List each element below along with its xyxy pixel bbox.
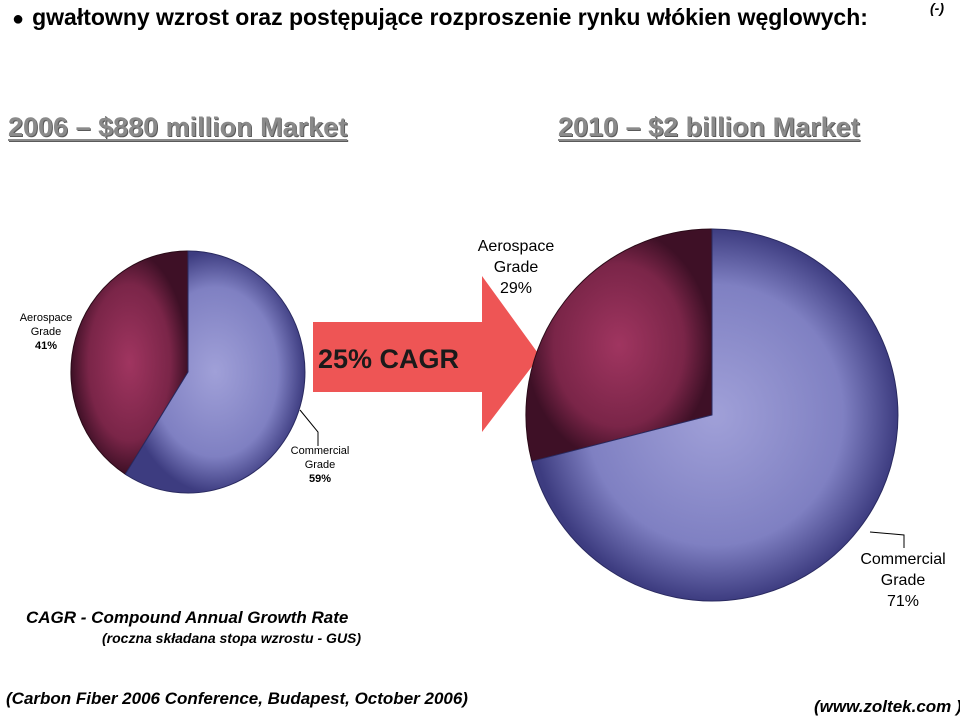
pie-2006 bbox=[70, 250, 319, 494]
label-line: Aerospace bbox=[19, 312, 73, 324]
source-citation: (Carbon Fiber 2006 Conference, Budapest,… bbox=[6, 689, 468, 708]
bullet-icon: ● bbox=[12, 8, 25, 30]
cagr-polish-note: (roczna składana stopa wzrostu - GUS) bbox=[102, 630, 362, 646]
label-line: Grade bbox=[880, 572, 926, 589]
label-pct: 29% bbox=[499, 280, 533, 297]
source-website: (www.zoltek.com ) bbox=[814, 697, 960, 716]
label-2010-commercial: Commercial Grade 71% bbox=[850, 549, 956, 612]
label-line: Grade bbox=[493, 259, 539, 276]
leader-line-2006-commercial bbox=[299, 409, 319, 446]
chart-2006-title: 2006 – $880 million Market bbox=[8, 112, 348, 142]
slice-2006-commercial bbox=[124, 250, 306, 494]
pie-2010 bbox=[525, 228, 905, 602]
label-line: Grade bbox=[304, 459, 336, 471]
label-pct: 41% bbox=[34, 340, 58, 352]
cagr-arrow: 25% CAGR bbox=[313, 276, 540, 432]
reference-mark: (-) bbox=[930, 0, 944, 16]
heading-text: gwałtowny wzrost oraz postępujące rozpro… bbox=[32, 4, 868, 30]
slice-2010-commercial bbox=[531, 228, 899, 602]
label-line: Aerospace bbox=[477, 238, 555, 255]
label-line: Commercial bbox=[290, 445, 350, 457]
label-2010-aerospace: Aerospace Grade 29% bbox=[466, 236, 566, 299]
cagr-arrow-label: 25% CAGR bbox=[318, 344, 459, 374]
label-line: Commercial bbox=[860, 551, 946, 568]
slice-2010-aerospace bbox=[525, 228, 713, 462]
bullet-heading: ● gwałtowny wzrost oraz postępujące rozpr… bbox=[12, 4, 868, 31]
chart-2010-title: 2010 – $2 billion Market bbox=[558, 112, 860, 142]
cagr-definition: CAGR - Compound Annual Growth Rate bbox=[26, 608, 349, 627]
slice-2006-aerospace bbox=[70, 250, 189, 475]
label-2006-aerospace: Aerospace Grade 41% bbox=[14, 311, 78, 353]
leader-line-2010-commercial bbox=[869, 531, 905, 548]
label-pct: 71% bbox=[886, 593, 920, 610]
label-2006-commercial: Commercial Grade 59% bbox=[286, 444, 354, 486]
label-pct: 59% bbox=[308, 473, 332, 485]
label-line: Grade bbox=[30, 326, 62, 338]
